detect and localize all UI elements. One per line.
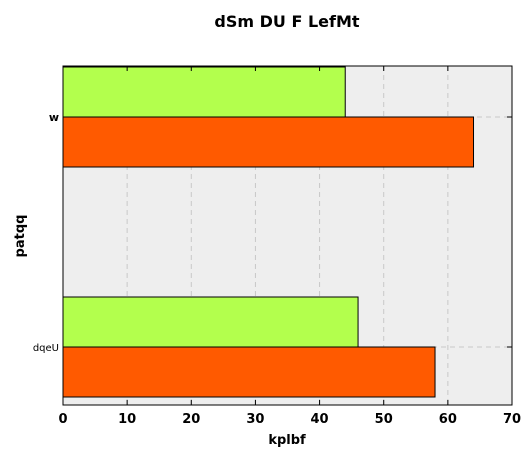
x-tick-label: 70 bbox=[503, 412, 521, 427]
y-tick-label: dqeU bbox=[33, 343, 59, 354]
x-tick-label: 50 bbox=[375, 412, 393, 427]
y-axis-label: patqq bbox=[13, 215, 28, 258]
x-tick-label: 30 bbox=[246, 412, 264, 427]
bar bbox=[63, 67, 345, 117]
x-axis-label: kplbf bbox=[268, 433, 306, 448]
x-tick-label: 20 bbox=[182, 412, 200, 427]
bar bbox=[63, 347, 435, 397]
bar bbox=[63, 297, 358, 347]
x-tick-label: 0 bbox=[58, 412, 67, 427]
x-tick-label: 60 bbox=[439, 412, 457, 427]
x-tick-label: 40 bbox=[311, 412, 329, 427]
y-tick-label: w bbox=[49, 111, 59, 124]
chart-title: dSm DU F LefMt bbox=[214, 12, 359, 31]
x-tick-label: 10 bbox=[118, 412, 136, 427]
plot-area: 0 10 20 30 40 50 60 70 dqeU w bbox=[33, 66, 521, 427]
bar bbox=[63, 117, 474, 167]
